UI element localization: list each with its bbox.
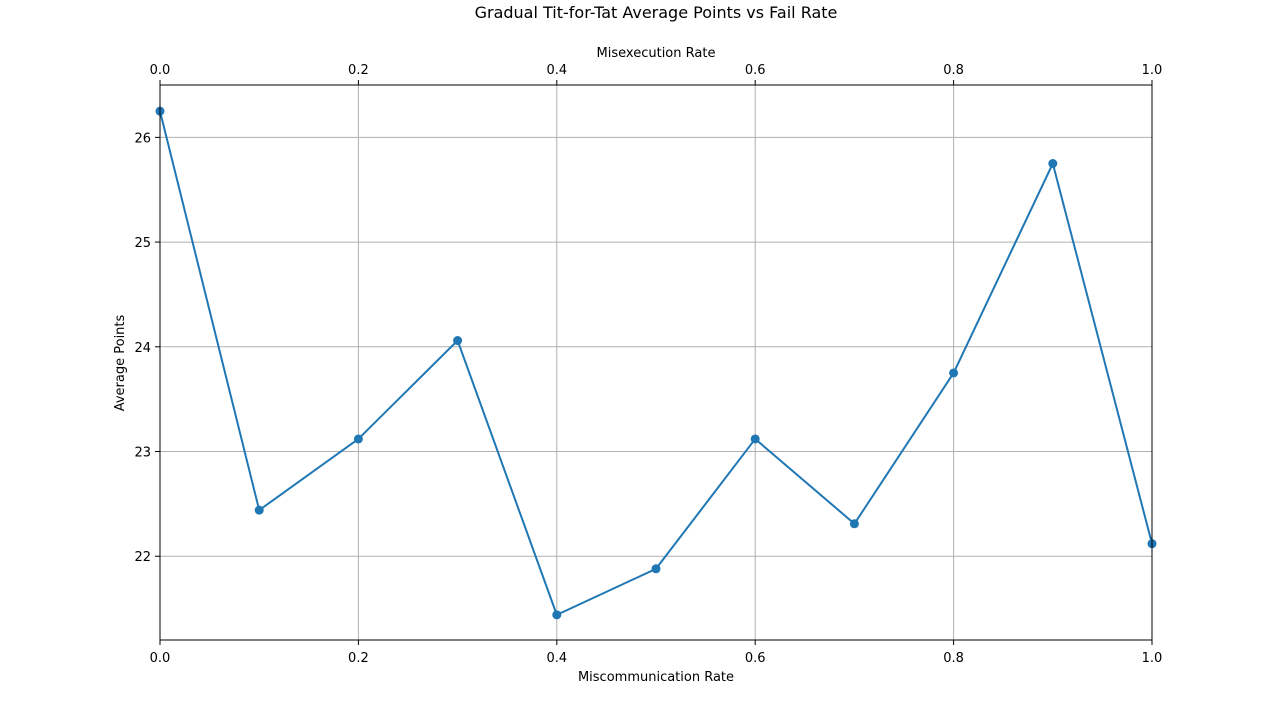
grid-layer [159, 85, 1153, 640]
data-point [1048, 159, 1058, 169]
x-tick-label: 1.0 [1142, 651, 1163, 666]
data-point [453, 336, 463, 346]
series-layer [155, 106, 1157, 620]
x-tick-label: 0.4 [546, 651, 567, 666]
x2-tick-label: 0.4 [546, 63, 567, 78]
x2-tick-label: 0.0 [150, 63, 171, 78]
x2-tick-label: 0.6 [745, 63, 766, 78]
x2-tick-label: 1.0 [1142, 63, 1163, 78]
data-point [254, 505, 264, 515]
x-tick-label: 0.2 [348, 651, 369, 666]
x-tick-label: 0.8 [943, 651, 964, 666]
data-point [353, 434, 363, 444]
data-point [949, 368, 959, 378]
x2-tick-label: 0.8 [943, 63, 964, 78]
data-point [750, 434, 760, 444]
data-point [552, 610, 562, 620]
x2-tick-label: 0.2 [348, 63, 369, 78]
y-tick-label: 26 [134, 131, 151, 146]
series-line [159, 110, 1153, 616]
y-tick-label: 24 [134, 341, 151, 356]
tick-layer: 0.0 0.2 0.4 0.6 0.8 1.0 0.0 0.2 0.4 0.6 0.8 1.0 22 23… [134, 63, 1162, 666]
x2-axis-label: Misexecution Rate [597, 46, 716, 61]
y-tick-label: 25 [134, 236, 151, 251]
y-axis-label: Average Points [113, 314, 128, 411]
y-tick-label: 23 [134, 446, 151, 461]
x-tick-label: 0.6 [745, 651, 766, 666]
y-tick-label: 22 [134, 550, 151, 565]
x-tick-label: 0.0 [150, 651, 171, 666]
chart-title: Gradual Tit-for-Tat Average Points vs Fa… [475, 3, 838, 22]
x-axis-label: Miscommunication Rate [578, 670, 734, 685]
data-point [651, 564, 661, 574]
data-point [849, 519, 859, 529]
plot-frame [159, 84, 1153, 641]
